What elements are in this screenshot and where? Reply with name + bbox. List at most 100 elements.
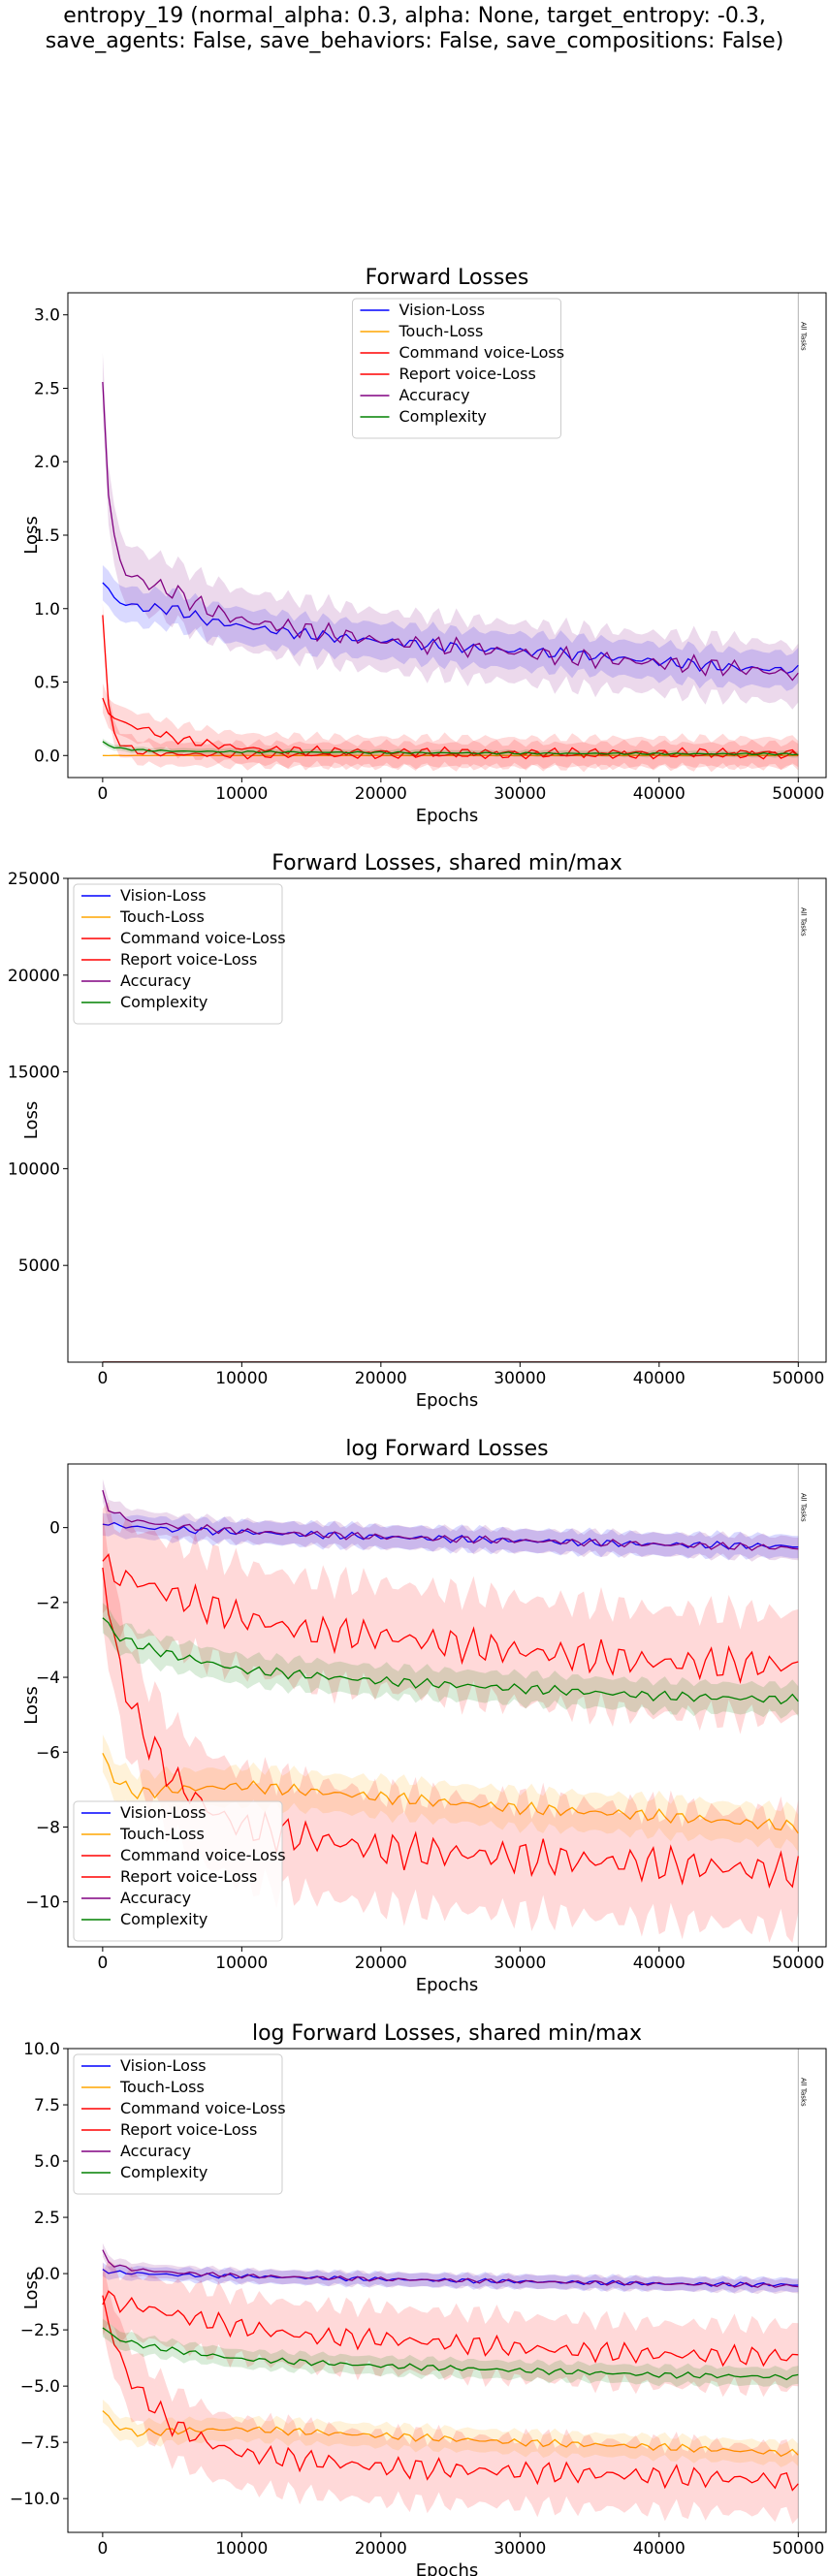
x-axis-label: Epochs (416, 2560, 479, 2576)
x-tick-label: 0 (97, 784, 108, 804)
x-tick-label: 50000 (772, 1954, 824, 1973)
y-tick-label: 0.0 (34, 747, 60, 766)
legend-entry: Complexity (399, 407, 487, 426)
legend-box (73, 2053, 283, 2195)
y-tick-label: 1.0 (34, 600, 60, 620)
y-tick-label: 10000 (8, 1160, 60, 1179)
x-tick-label: 40000 (633, 1954, 686, 1973)
chart-1: Forward Losses All Tasks 0 10000 20000 30000 4… (21, 266, 827, 826)
y-tick-label: 7.5 (34, 2096, 60, 2115)
y-tick-label: 20000 (8, 967, 60, 986)
legend-entry: Report voice-Loss (120, 950, 257, 969)
legend-entry: Complexity (120, 2163, 207, 2181)
band-report-voice-loss (102, 2261, 799, 2525)
legend-entry: Accuracy (399, 386, 470, 404)
x-tick-label: 0 (97, 2539, 108, 2559)
legend-box (352, 298, 561, 439)
series-line-accuracy (102, 2249, 799, 2288)
x-tick-label: 40000 (633, 784, 686, 804)
legend-entry: Command voice-Loss (120, 1846, 286, 1864)
series-line-complexity (102, 1617, 799, 1705)
band-vision-loss (102, 564, 799, 691)
legend-entry: Accuracy (120, 2142, 191, 2160)
band-command-voice-loss (102, 2259, 799, 2398)
series-line-touch-loss (102, 1753, 799, 1834)
figure-title-line-1: entropy_19 (normal_alpha: 0.3, alpha: No… (63, 4, 766, 28)
chart-title: log Forward Losses, shared min/max (252, 2021, 642, 2046)
legend: Vision-Loss Touch-Loss Command voice-Loss R… (73, 883, 286, 1025)
x-tick-label: 0 (97, 1954, 108, 1973)
band-touch-loss (102, 1734, 799, 1853)
x-tick-label: 10000 (215, 784, 268, 804)
x-axis-label: Epochs (416, 1390, 479, 1411)
y-tick-label: −6 (36, 1743, 60, 1763)
series-line-vision-loss (102, 1521, 799, 1550)
figure-title-line-2: save_agents: False, save_behaviors: Fals… (45, 29, 784, 53)
series-line-vision-loss (102, 582, 799, 675)
legend: Vision-Loss Touch-Loss Command voice-Loss R… (352, 298, 565, 439)
x-tick-label: 40000 (633, 2539, 686, 2559)
x-tick-label: 10000 (215, 2539, 268, 2559)
chart-2: Forward Losses, shared min/max All Tasks 0… (8, 851, 827, 1411)
y-tick-label: −8 (36, 1818, 60, 1837)
series-line-touch-loss (102, 2410, 799, 2458)
all-tasks-label: All Tasks (799, 322, 807, 351)
y-tick-label: −4 (36, 1669, 60, 1688)
y-tick-label: 0.0 (34, 2265, 60, 2284)
y-tick-label: 5000 (18, 1256, 60, 1276)
legend-entry: Touch-Loss (119, 907, 205, 926)
x-tick-label: 50000 (772, 1369, 824, 1388)
band-complexity (102, 2318, 799, 2389)
x-tick-label: 50000 (772, 784, 824, 804)
y-tick-label: 2.5 (34, 2209, 60, 2228)
legend-entry: Vision-Loss (120, 2056, 207, 2075)
legend-entry: Vision-Loss (120, 886, 207, 905)
x-tick-label: 30000 (494, 784, 546, 804)
y-axis-label: Loss (21, 516, 42, 554)
chart-title: Forward Losses, shared min/max (271, 851, 622, 875)
legend-entry: Report voice-Loss (399, 365, 536, 383)
chart-title: log Forward Losses (345, 1437, 548, 1461)
legend-entry: Touch-Loss (119, 1825, 205, 1843)
x-tick-label: 40000 (633, 1369, 686, 1388)
y-axis-label: Loss (21, 1686, 42, 1724)
legend-box (73, 883, 283, 1025)
y-tick-label: 3.0 (34, 306, 60, 326)
legend-entry: Command voice-Loss (399, 343, 565, 362)
x-tick-label: 20000 (355, 2539, 407, 2559)
all-tasks-label: All Tasks (799, 907, 807, 937)
x-tick-label: 30000 (494, 1369, 546, 1388)
y-tick-label: −7.5 (20, 2433, 60, 2453)
y-tick-label: −10 (25, 1893, 60, 1913)
y-axis-label: Loss (21, 1101, 42, 1139)
legend-box (73, 1800, 283, 1942)
legend-entry: Accuracy (120, 971, 191, 990)
axes-frame (67, 1463, 827, 1948)
y-tick-label: 0.5 (34, 674, 60, 693)
y-tick-label: 25000 (8, 870, 60, 889)
band-accuracy (102, 2242, 799, 2295)
band-complexity (102, 1603, 799, 1719)
plot-area (102, 2242, 799, 2525)
y-tick-label: −2 (36, 1594, 60, 1613)
band-touch-loss (102, 2400, 799, 2467)
x-tick-label: 30000 (494, 1954, 546, 1973)
legend-entry: Accuracy (120, 1889, 191, 1907)
legend-entry: Report voice-Loss (120, 2120, 257, 2139)
band-accuracy (102, 352, 799, 710)
series-line-accuracy (102, 381, 799, 682)
y-axis-label: Loss (21, 2272, 42, 2309)
band-command-voice-loss (102, 683, 799, 773)
x-axis-label: Epochs (416, 1975, 479, 1995)
band-vision-loss (102, 1511, 799, 1561)
chart-3: log Forward Losses All Tasks 0 10000 20000 30… (21, 1437, 827, 1995)
all-tasks-label: All Tasks (799, 2078, 807, 2107)
series-line-command-voice-loss (102, 2290, 799, 2368)
y-tick-label: 10.0 (23, 2040, 60, 2059)
y-tick-label: 2.0 (34, 453, 60, 472)
y-tick-label: 1.5 (34, 526, 60, 546)
legend-entry: Complexity (120, 1910, 207, 1928)
y-tick-label: 15000 (8, 1064, 60, 1083)
legend: Vision-Loss Touch-Loss Command voice-Loss R… (73, 1800, 286, 1942)
